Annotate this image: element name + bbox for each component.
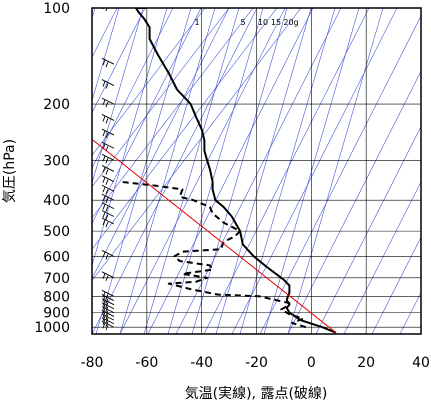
isotherm-line (175, 8, 342, 334)
temperature-line (134, 8, 337, 334)
y-tick-label: 400 (43, 193, 70, 209)
dry-adiabat-line (167, 8, 264, 334)
isotherm-line (231, 8, 398, 334)
y-axis-label: 気圧(hPa) (2, 139, 18, 203)
wind-barb (101, 202, 115, 212)
mixing-ratio-label: 10 (258, 18, 268, 27)
data-series (92, 8, 337, 334)
isotherm-line (92, 8, 202, 225)
dry-adiabat-line (95, 8, 192, 334)
isotherm-line (259, 15, 421, 334)
isotherm-line (343, 181, 421, 334)
dry-adiabat-line (239, 8, 336, 334)
dry-adiabat-line (92, 8, 120, 102)
dry-adiabat-line (92, 8, 168, 267)
mixing-ratio-label: 1 (194, 18, 199, 27)
wind-barb (101, 193, 115, 204)
y-tick-label: 600 (43, 249, 70, 265)
wind-barb (101, 97, 115, 108)
wind-barb (101, 153, 115, 164)
mixing-ratio-line (92, 8, 278, 250)
isotherm-line (92, 8, 146, 114)
x-tick-label: -40 (190, 355, 213, 371)
wind-barb (101, 165, 115, 175)
isotherm-line (147, 8, 314, 334)
mixing-ratio-line (92, 8, 254, 219)
wind-barb (101, 175, 115, 185)
x-tick-label: -60 (135, 355, 158, 371)
dry-adiabat-line (191, 8, 288, 334)
y-tick-label: 700 (43, 271, 70, 287)
isotherm-line (203, 8, 370, 334)
isotherm-line (315, 125, 421, 334)
wind-barb (101, 79, 115, 89)
mixing-ratio-label: 15 (271, 18, 281, 27)
x-tick-label: 40 (412, 355, 430, 371)
wind-barb (101, 114, 115, 124)
wind-barbs (101, 8, 115, 331)
y-tick-label: 200 (43, 97, 70, 113)
dry-adiabat-line (92, 8, 144, 185)
y-tick-label: 100 (43, 1, 70, 17)
x-tick-label: -80 (81, 355, 104, 371)
auxiliary-lines (92, 8, 421, 334)
dry-adiabat-line (143, 8, 240, 334)
dewpoint-line (119, 180, 307, 329)
x-axis-label: 気温(実線), 露点(破線) (185, 386, 328, 402)
x-tick-label: 20 (357, 355, 375, 371)
wind-barb (101, 320, 115, 331)
y-tick-label: 900 (43, 306, 70, 322)
dry-adiabat-line (119, 8, 216, 334)
parcel-line (92, 138, 337, 334)
isotherm-line (371, 236, 421, 334)
mixing-ratio-line (92, 8, 230, 188)
mixing-ratio-label: 20g (283, 18, 298, 27)
x-tick-label: -20 (245, 355, 268, 371)
y-tick-label: 500 (43, 224, 70, 240)
wind-barb (101, 57, 115, 68)
dry-adiabat-line (287, 8, 384, 334)
mixing-ratio-label: 5 (240, 18, 245, 27)
isotherm-line (92, 8, 258, 334)
axes: -80 -60 -40 -20 0 20 40 100 200 300 400 500 600 700 80… (34, 1, 430, 371)
wind-barb (101, 271, 115, 281)
isotherm-line (119, 8, 286, 334)
wind-barb (101, 217, 115, 228)
isotherm-line (287, 70, 421, 334)
x-tick-label: 0 (307, 355, 316, 371)
plot-frame (91, 7, 422, 335)
wind-barb (101, 250, 115, 260)
y-tick-label: 300 (43, 153, 70, 169)
wind-barb (101, 184, 115, 195)
mixing-ratio-labels: 1 5 10 15 20g (194, 18, 298, 27)
wind-barb (101, 128, 115, 139)
y-tick-label: 800 (43, 289, 70, 305)
isotherm-line (92, 8, 174, 169)
wind-barb (101, 210, 115, 220)
grid-lines (92, 8, 421, 334)
y-tick-label: 1000 (34, 320, 70, 336)
